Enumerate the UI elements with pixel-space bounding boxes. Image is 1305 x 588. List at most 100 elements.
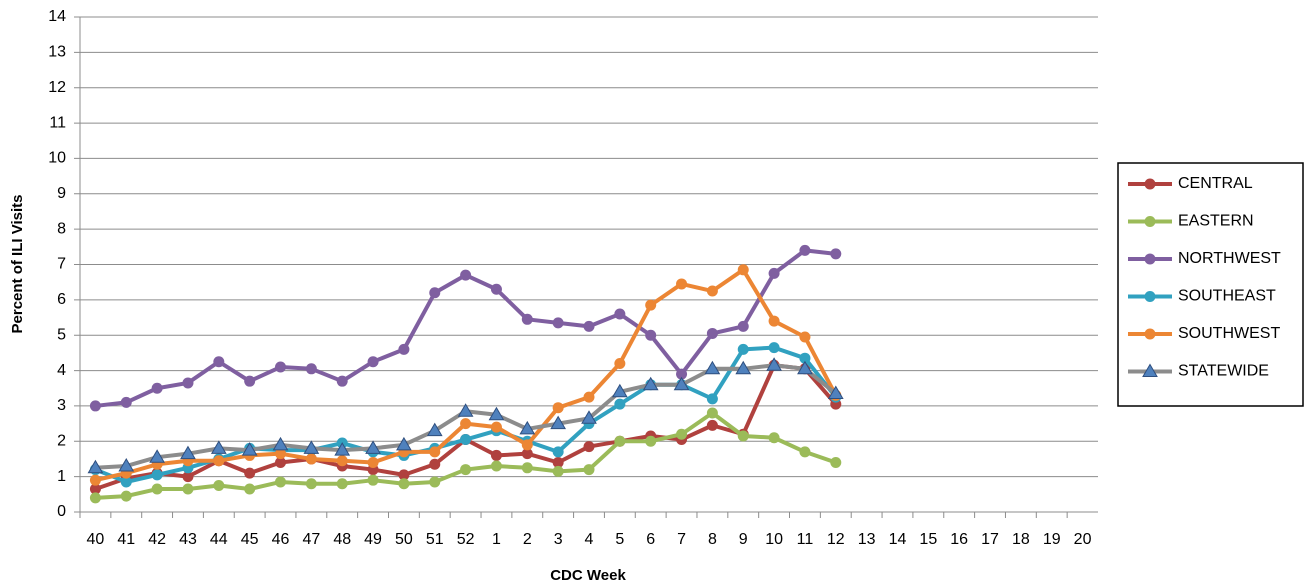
data-point [768, 342, 780, 354]
data-point [676, 428, 688, 440]
y-tick-label: 13 [48, 44, 66, 61]
data-point [365, 440, 381, 454]
data-point [244, 467, 256, 479]
data-point [182, 377, 194, 389]
x-tick-label: 11 [797, 531, 814, 548]
data-point [552, 457, 564, 468]
data-point [799, 244, 811, 256]
data-point [706, 285, 718, 297]
legend-box [1117, 162, 1304, 407]
data-point [614, 358, 626, 369]
x-tick-label: 19 [1043, 531, 1061, 548]
data-point [521, 462, 533, 474]
data-point [336, 375, 348, 387]
y-tick-label: 8 [57, 220, 66, 237]
data-point [490, 460, 502, 472]
data-point [120, 490, 132, 502]
data-point [336, 478, 348, 490]
x-tick-label: 46 [272, 531, 290, 548]
data-point [398, 469, 410, 481]
data-point [704, 360, 721, 375]
data-point [398, 343, 410, 355]
x-tick-label: 10 [765, 531, 783, 548]
x-tick-label: 8 [708, 531, 717, 548]
x-tick-label: 6 [646, 531, 655, 548]
data-point [398, 478, 410, 490]
x-tick-label: 41 [117, 531, 135, 548]
legend-marker [1144, 178, 1156, 190]
legend-label: SOUTHEAST [1178, 288, 1276, 305]
data-point [334, 442, 351, 456]
x-tick-label: 18 [1012, 531, 1030, 548]
data-point [182, 471, 194, 483]
x-tick-label: 1 [492, 531, 501, 548]
y-tick-label: 14 [48, 8, 66, 25]
data-point [213, 455, 225, 467]
x-tick-label: 20 [1074, 531, 1092, 548]
data-point [213, 479, 225, 491]
x-tick-label: 9 [739, 531, 748, 548]
legend-marker [1144, 253, 1156, 265]
y-tick-label: 2 [57, 433, 66, 450]
data-point [429, 446, 441, 458]
x-tick-label: 3 [554, 531, 563, 548]
data-point [737, 343, 749, 355]
data-point [519, 420, 536, 435]
y-tick-label: 9 [57, 185, 66, 202]
y-axis-title: Percent of ILI Visits [9, 195, 26, 334]
x-axis-title: CDC Week [550, 567, 626, 584]
data-point [706, 407, 718, 419]
data-point [488, 406, 505, 421]
y-tick-label: 4 [57, 362, 66, 379]
data-point [118, 458, 135, 472]
data-point [614, 435, 626, 447]
data-point [830, 457, 842, 468]
data-point [367, 457, 379, 468]
x-tick-label: 42 [148, 531, 166, 548]
data-point [706, 393, 718, 405]
data-point [552, 446, 564, 458]
data-point [737, 320, 749, 332]
data-point [275, 448, 287, 460]
y-tick-label: 7 [57, 256, 66, 273]
data-point [241, 442, 258, 456]
legend-label: SOUTHWEST [1178, 325, 1280, 342]
data-point [550, 415, 567, 430]
legend-marker [1144, 291, 1156, 302]
data-point [799, 331, 811, 343]
legend-label: EASTERN [1178, 213, 1254, 230]
data-point [737, 430, 749, 442]
data-point [367, 474, 379, 486]
data-point [275, 476, 287, 488]
data-point [460, 434, 472, 446]
x-tick-label: 45 [241, 531, 259, 548]
data-point [735, 360, 752, 375]
data-point [676, 278, 688, 290]
data-point [614, 308, 626, 320]
y-tick-label: 5 [57, 326, 66, 343]
data-point [706, 327, 718, 339]
data-point [275, 457, 287, 468]
legend-marker [1144, 216, 1156, 227]
data-point [180, 445, 196, 460]
data-point [583, 391, 595, 403]
data-point [642, 376, 659, 391]
data-point [611, 383, 628, 398]
y-tick-label: 3 [57, 397, 66, 414]
x-tick-label: 48 [333, 531, 351, 548]
x-tick-label: 16 [950, 531, 968, 548]
data-point [213, 356, 225, 368]
data-point [766, 357, 782, 371]
x-tick-label: 15 [919, 531, 937, 548]
data-point [581, 410, 597, 424]
data-point [151, 469, 163, 481]
y-tick-label: 11 [49, 114, 66, 131]
data-point [89, 483, 101, 495]
data-point [490, 421, 502, 433]
data-point [490, 449, 502, 461]
data-point [521, 439, 533, 451]
y-tick-label: 0 [57, 503, 66, 520]
data-point [583, 464, 595, 476]
x-tick-label: 40 [87, 531, 105, 548]
